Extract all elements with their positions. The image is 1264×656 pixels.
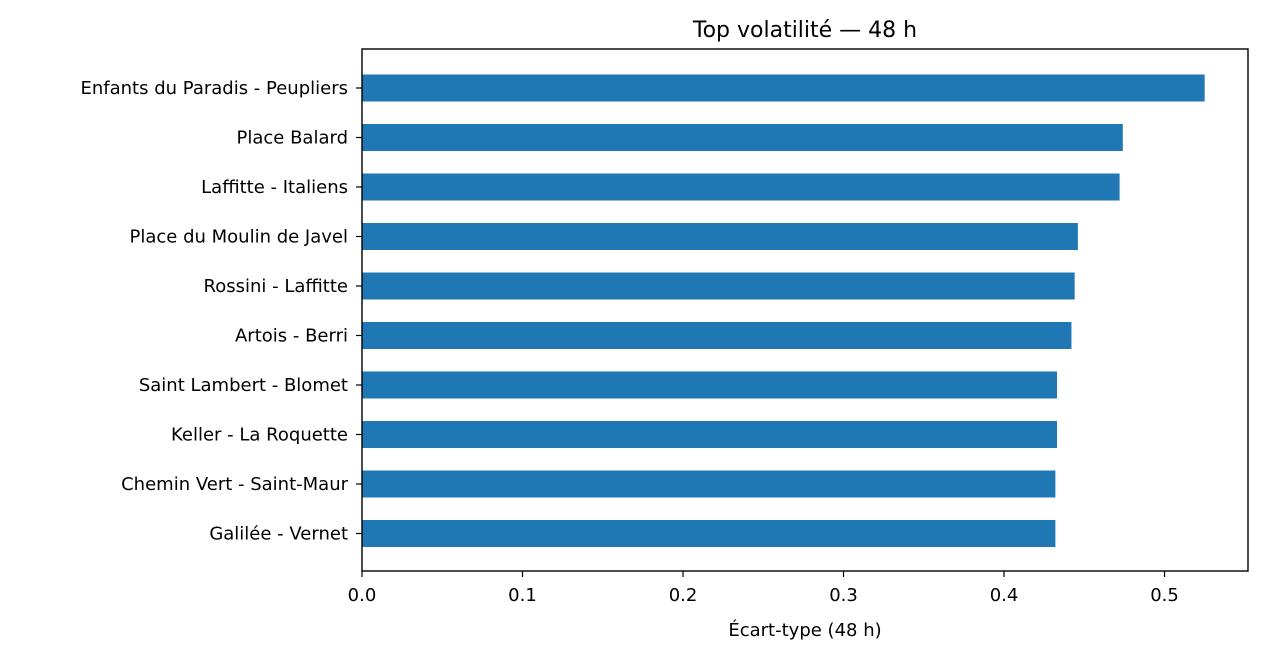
y-tick-label: Laffitte - Italiens — [201, 177, 348, 198]
x-tick-label: 0.1 — [508, 585, 537, 606]
bar — [362, 124, 1123, 151]
bar — [362, 470, 1056, 498]
bars-group — [362, 74, 1205, 547]
chart-title: Top volatilité — 48 h — [692, 18, 917, 43]
y-tick-label: Place du Moulin de Javel — [129, 227, 348, 248]
bar — [362, 272, 1075, 300]
y-tick-label: Enfants du Paradis - Peupliers — [81, 78, 349, 99]
x-tick-label: 0.3 — [829, 585, 858, 606]
y-tick-label: Place Balard — [237, 128, 349, 149]
x-tick-label: 0.0 — [348, 585, 377, 606]
y-tick-label: Saint Lambert - Blomet — [139, 375, 348, 396]
plot-frame — [361, 48, 1249, 572]
y-tick-label: Artois - Berri — [235, 326, 348, 347]
x-tick-label: 0.5 — [1150, 585, 1179, 606]
bar — [362, 322, 1072, 349]
bar — [362, 371, 1057, 399]
bar — [362, 74, 1205, 102]
x-axis-label: Écart-type (48 h) — [728, 619, 881, 641]
bar — [362, 520, 1056, 547]
y-tick-label: Chemin Vert - Saint-Maur — [121, 474, 348, 495]
x-axis-ticks: 0.0 0.1 0.2 0.3 0.4 0.5 — [348, 571, 1179, 606]
bar — [362, 421, 1057, 448]
x-tick-label: 0.4 — [990, 585, 1019, 606]
y-tick-label: Rossini - Laffitte — [204, 276, 348, 297]
x-tick-label: 0.2 — [669, 585, 698, 606]
y-axis-ticks: Enfants du Paradis - Peupliers Place Bala… — [81, 78, 362, 545]
y-tick-label: Keller - La Roquette — [171, 425, 348, 446]
bar — [362, 223, 1078, 250]
y-tick-label: Galilée - Vernet — [209, 524, 348, 545]
bar — [362, 173, 1120, 201]
